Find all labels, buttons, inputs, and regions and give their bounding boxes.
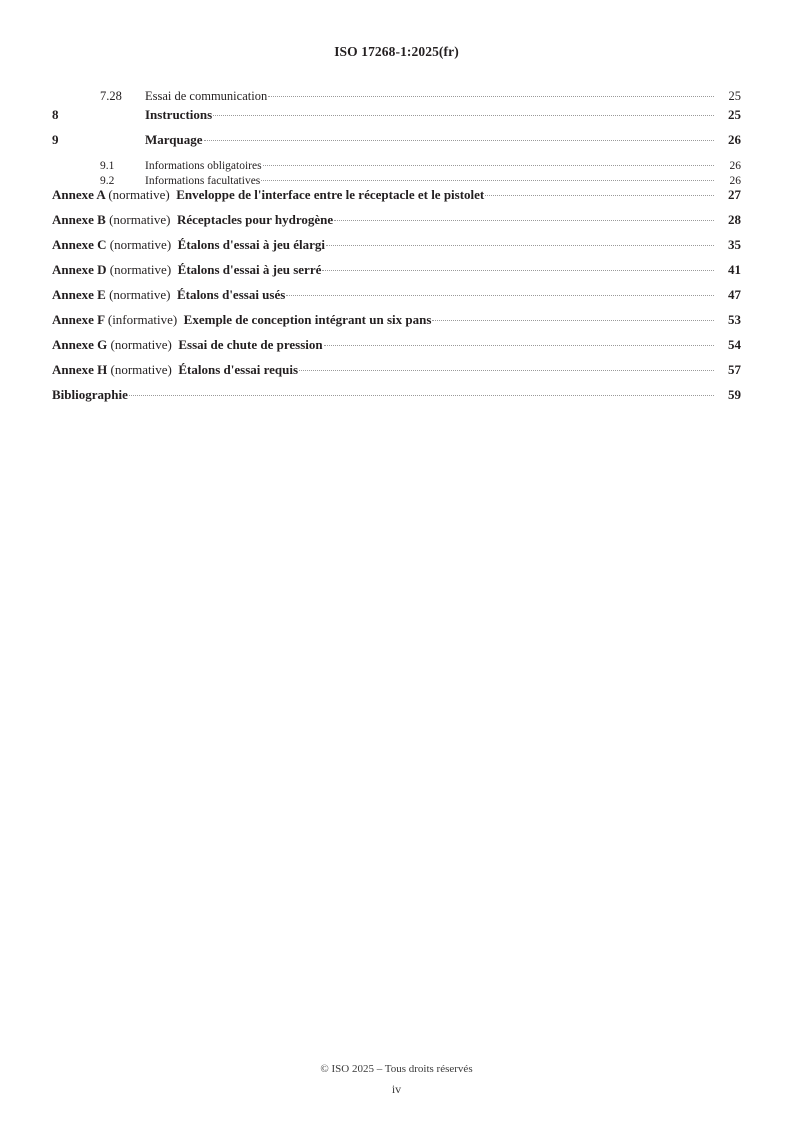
toc-entry[interactable]: 9.2 Informations facultatives 26 [52,168,741,187]
toc-entry-page-number: 35 [728,237,741,252]
toc-entry-number: 9.2 [100,175,115,187]
toc-entry-page-number: 54 [728,337,741,352]
toc-entry-page-number: 57 [728,362,741,377]
toc-entry[interactable]: 8 Instructions 25 [52,103,741,128]
toc-entry-page-number: 26 [729,175,742,187]
toc-entry-number: 8 [52,107,59,122]
toc-entry[interactable]: Annexe B (normative) Réceptacles pour hy… [52,208,741,233]
dot-leader [323,333,714,349]
toc-entry-page-number: 47 [728,287,741,302]
annexe-qualifier: (normative) [109,237,172,252]
toc-entry[interactable]: Annexe G (normative) Essai de chute de p… [52,333,741,358]
toc-entry-title: Annexe D (normative) Étalons d'essai à j… [52,262,321,278]
annexe-label: Annexe F [52,312,105,327]
annexe-label: Annexe D [52,262,107,277]
toc-entry-page-number: 53 [728,312,741,327]
footer-copyright: © ISO 2025 – Tous droits réservés [320,1063,473,1075]
toc-entry-title: Informations obligatoires [145,160,262,172]
dot-leader [432,308,714,324]
toc-entry[interactable]: Annexe D (normative) Étalons d'essai à j… [52,258,741,283]
dot-leader [299,358,714,374]
annexe-qualifier: (normative) [109,287,171,302]
annexe-label: Annexe E [52,287,106,302]
annexe-qualifier: (normative) [109,212,171,227]
toc-entry-page-number: 59 [728,387,741,402]
toc-entry[interactable]: Bibliographie 59 [52,383,741,408]
annexe-title: Étalons d'essai à jeu serré [177,262,322,277]
toc-entry[interactable]: 9.1 Informations obligatoires 26 [52,153,741,172]
toc-entry-page-number: 26 [728,132,741,147]
toc-entry-title: Annexe F (informative) Exemple de concep… [52,312,431,328]
annexe-label: Annexe A [52,187,106,202]
dot-leader [262,153,714,169]
dot-leader [128,383,714,399]
annexe-label: Annexe G [52,337,108,352]
annexe-qualifier: (normative) [110,337,172,352]
annexe-qualifier: (normative) [109,262,172,277]
toc-entry-title: Informations facultatives [145,175,261,187]
annexe-title: Essai de chute de pression [178,337,323,352]
toc-entry[interactable]: 7.28 Essai de communication 25 [52,84,741,103]
annexe-title: Réceptacles pour hydrogène [176,212,334,227]
annexe-title: Étalons d'essai à jeu élargi [177,237,325,252]
toc-entry-number: 9.1 [100,160,115,172]
dot-leader [286,283,714,299]
toc-entry-title: Annexe B (normative) Réceptacles pour hy… [52,212,333,228]
table-of-contents: 7.28 Essai de communication 25 8 Instruction… [52,84,741,408]
annexe-title: Exemple de conception intégrant un six p… [183,312,432,327]
toc-entry-number: 7.28 [100,89,122,103]
footer-page-number: iv [391,1082,402,1096]
annexe-title: Étalons d'essai usés [176,287,286,302]
toc-entry[interactable]: Annexe A (normative) Enveloppe de l'inte… [52,183,741,208]
toc-entry[interactable]: Annexe E (normative) Étalons d'essai usé… [52,283,741,308]
toc-entry-title: Annexe G (normative) Essai de chute de p… [52,337,323,353]
toc-entry-title: Marquage [145,132,203,147]
toc-entry[interactable]: Annexe H (normative) Étalons d'essai req… [52,358,741,383]
dot-leader [322,258,714,274]
toc-entry-page-number: 25 [728,89,742,103]
toc-entry-page-number: 27 [728,187,741,202]
annexe-label: Annexe H [52,362,108,377]
toc-entry-title: Annexe H (normative) Étalons d'essai req… [52,362,298,378]
annexe-title: Enveloppe de l'interface entre le récept… [176,187,485,202]
toc-entry-page-number: 26 [729,160,742,172]
toc-entry-title: Annexe C (normative) Étalons d'essai à j… [52,237,325,253]
toc-entry-number: 9 [52,132,59,147]
annexe-qualifier: (normative) [108,187,170,202]
annexe-qualifier: (informative) [107,312,178,327]
annexe-label: Annexe C [52,237,107,252]
dot-leader [326,233,714,249]
toc-entry[interactable]: 9 Marquage 26 [52,128,741,153]
toc-entry[interactable]: Annexe C (normative) Étalons d'essai à j… [52,233,741,258]
dot-leader [334,208,714,224]
toc-entry-title: Bibliographie [52,387,128,402]
toc-entry-title: Annexe A (normative) Enveloppe de l'inte… [52,187,484,203]
annexe-label: Annexe B [52,212,106,227]
dot-leader [213,103,714,119]
toc-entry-title: Annexe E (normative) Étalons d'essai usé… [52,287,285,303]
dot-leader [261,168,714,184]
toc-entry-title: Essai de communication [145,89,268,103]
toc-entry-page-number: 28 [728,212,741,227]
dot-leader [485,183,714,199]
annexe-title: Étalons d'essai requis [178,362,299,377]
dot-leader [203,128,714,144]
dot-leader [268,84,714,100]
toc-entry-page-number: 25 [728,107,741,122]
toc-entry[interactable]: Annexe F (informative) Exemple de concep… [52,308,741,333]
toc-entry-title: Instructions [145,107,213,122]
toc-entry-page-number: 41 [728,262,741,277]
running-header: ISO 17268-1:2025(fr) [334,44,459,59]
annexe-qualifier: (normative) [110,362,172,377]
